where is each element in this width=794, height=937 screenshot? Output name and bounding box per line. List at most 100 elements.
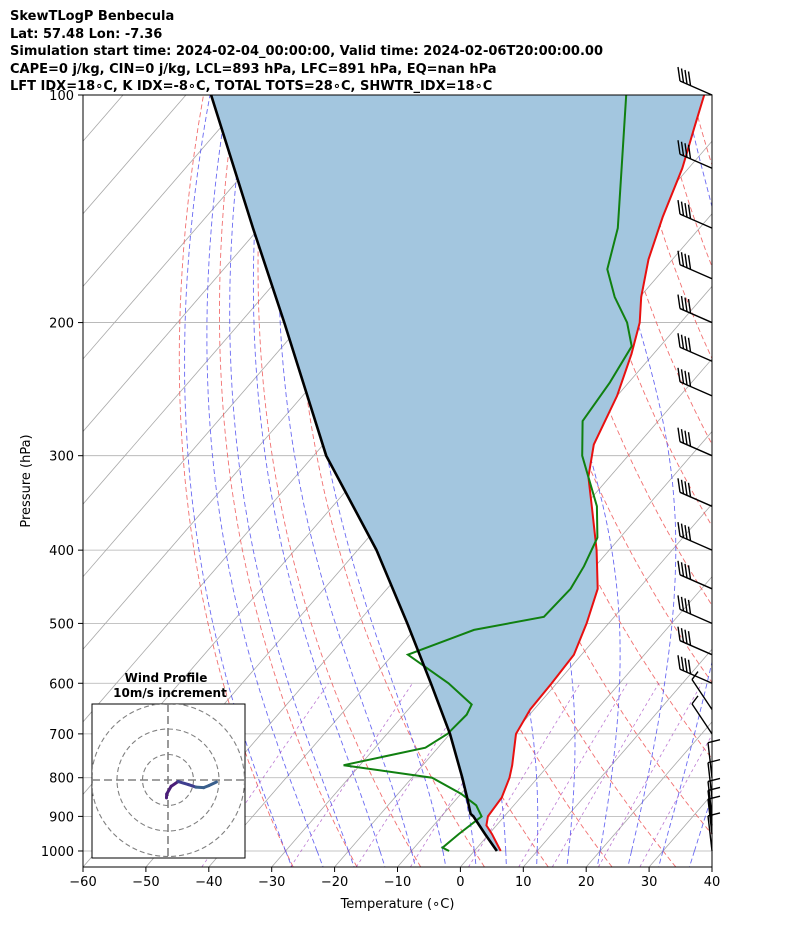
wind-barb-shaft bbox=[679, 307, 713, 324]
wind-barb-flag bbox=[707, 786, 721, 792]
dry-adiabat bbox=[594, 95, 712, 446]
wind-barb-flag bbox=[687, 255, 692, 270]
wind-barb-flag bbox=[677, 595, 681, 610]
wind-barb bbox=[677, 66, 713, 96]
wind-barb bbox=[677, 626, 713, 656]
wind-barb-flag bbox=[680, 656, 685, 671]
wind-barb-flag bbox=[687, 526, 692, 541]
wind-barb-flag bbox=[687, 144, 692, 159]
wind-barb-flag bbox=[680, 68, 685, 83]
moist-adiabat bbox=[278, 95, 416, 867]
mixing-ratio-line bbox=[518, 683, 628, 867]
wind-barb bbox=[677, 200, 713, 229]
mixing-ratio-line bbox=[290, 683, 413, 867]
y-tick-label: 100 bbox=[49, 89, 74, 104]
wind-barb-shaft bbox=[707, 799, 713, 835]
parcel-profile bbox=[209, 95, 498, 852]
wind-barb-flag bbox=[691, 695, 699, 705]
x-tick-label: −60 bbox=[69, 875, 96, 890]
wind-barb-flag bbox=[677, 522, 681, 537]
isotherm-line bbox=[83, 95, 313, 360]
isotherm-line bbox=[271, 358, 712, 867]
wind-barb-flag bbox=[677, 66, 681, 82]
x-tick-label: −40 bbox=[195, 875, 222, 890]
stability-indices-2: LFT IDX=18∘C, K IDX=-8∘C, TOTAL TOTS=28∘… bbox=[10, 79, 493, 94]
moist-adiabat bbox=[720, 95, 794, 867]
wind-barb bbox=[691, 695, 713, 735]
wind-barb-flag bbox=[687, 659, 692, 674]
x-tick-label: −50 bbox=[132, 875, 159, 890]
wind-barb-flag bbox=[707, 739, 721, 744]
wind-barb-flag bbox=[680, 523, 685, 538]
wind-barb-flag bbox=[684, 69, 688, 85]
wind-barb bbox=[677, 478, 713, 507]
wind-barb-shaft bbox=[679, 346, 713, 362]
mixing-ratio-line bbox=[598, 683, 703, 867]
wind-barb bbox=[677, 140, 713, 169]
wind-barb bbox=[677, 250, 713, 280]
wind-barb-flag bbox=[684, 598, 688, 613]
wind-barb-flag bbox=[687, 204, 692, 219]
wind-barb-shaft bbox=[679, 640, 713, 656]
wind-barb-flag bbox=[680, 429, 685, 444]
wind-barb-flag bbox=[687, 298, 692, 314]
wind-barb-shaft bbox=[707, 815, 713, 852]
wind-barb-flag bbox=[680, 596, 685, 612]
isotherm-line bbox=[585, 721, 712, 867]
stability-indices-1: CAPE=0 j/kg, CIN=0 j/kg, LCL=893 hPa, LF… bbox=[10, 61, 497, 77]
wind-barb bbox=[677, 522, 713, 551]
hodograph-subtitle: 10m/s increment bbox=[113, 686, 227, 700]
wind-barb-flag bbox=[687, 432, 692, 447]
moist-adiabat bbox=[688, 793, 712, 867]
dry-adiabat bbox=[561, 95, 712, 527]
dry-adiabat bbox=[691, 95, 712, 167]
y-tick-label: 900 bbox=[49, 810, 74, 825]
wind-barb bbox=[677, 367, 713, 397]
wind-barb-flag bbox=[680, 295, 685, 311]
x-axis-label: Temperature (∘C) bbox=[340, 897, 455, 912]
wind-barb-flag bbox=[680, 141, 685, 156]
wind-barb-flag bbox=[684, 297, 688, 312]
hodograph-segment bbox=[176, 780, 190, 787]
moist-adiabat bbox=[511, 95, 621, 867]
hodograph-ring bbox=[92, 704, 245, 858]
wind-barb-shaft bbox=[691, 679, 713, 710]
wind-barb-flag bbox=[680, 628, 685, 643]
wind-barb-flag bbox=[684, 525, 688, 540]
wind-barb-shaft bbox=[679, 264, 713, 280]
dry-adiabat bbox=[725, 95, 794, 867]
isotherm-line bbox=[460, 576, 712, 867]
wind-barb-flag bbox=[687, 372, 692, 387]
wind-barb-flag bbox=[677, 427, 681, 442]
x-tick-label: −20 bbox=[321, 875, 348, 890]
x-tick-label: 30 bbox=[641, 875, 658, 890]
chart-title: SkewTLogP Benbecula bbox=[10, 9, 175, 24]
x-tick-label: 10 bbox=[515, 875, 532, 890]
wind-barb-flag bbox=[684, 336, 688, 351]
wind-barb bbox=[677, 655, 713, 684]
wind-barb-flag bbox=[677, 250, 681, 265]
wind-barb-flag bbox=[677, 333, 681, 348]
x-tick-label: −30 bbox=[258, 875, 285, 890]
wind-barb-flag bbox=[677, 294, 681, 309]
moist-adiabat bbox=[184, 95, 293, 867]
mixing-ratio-line bbox=[201, 683, 329, 867]
wind-barb-shaft bbox=[679, 441, 713, 457]
wind-barb-shaft bbox=[679, 153, 713, 169]
wind-barb-shaft bbox=[707, 790, 713, 826]
wind-barb bbox=[677, 560, 713, 590]
dry-adiabat bbox=[219, 95, 358, 867]
moist-adiabat bbox=[229, 95, 355, 867]
y-tick-label: 700 bbox=[49, 728, 74, 743]
wind-barb-flag bbox=[677, 478, 681, 493]
dry-adiabat bbox=[178, 95, 294, 867]
mixing-ratio-line bbox=[468, 683, 581, 867]
wind-barb bbox=[677, 294, 713, 324]
location-text: Lat: 57.48 Lon: -7.36 bbox=[10, 26, 163, 42]
y-tick-label: 300 bbox=[49, 450, 74, 465]
wind-barb-flag bbox=[684, 430, 688, 445]
y-tick-label: 200 bbox=[49, 317, 74, 332]
moist-adiabat bbox=[252, 95, 386, 867]
y-tick-label: 500 bbox=[49, 617, 74, 632]
